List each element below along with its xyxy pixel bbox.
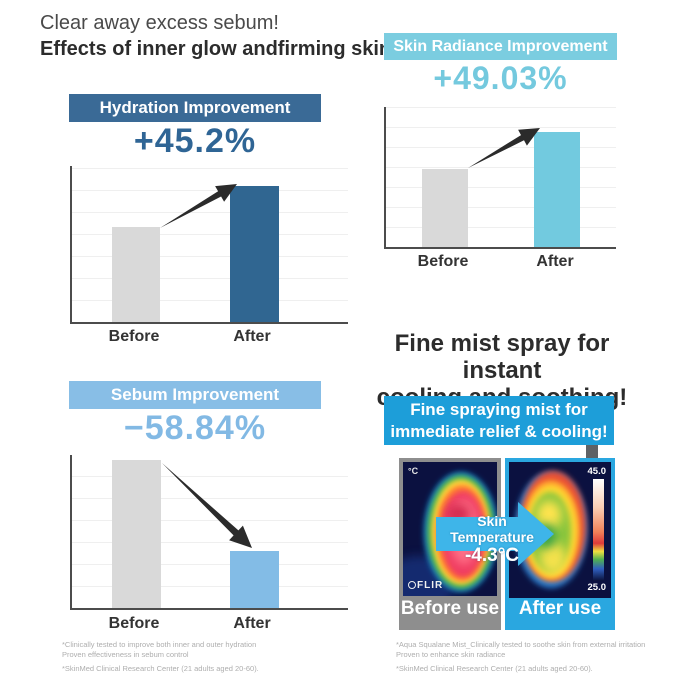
- skin-temperature-label: Skin Temperature: [450, 513, 534, 545]
- hydration-chart-title: Hydration Improvement: [69, 94, 321, 122]
- celsius-unit-label: °C: [408, 466, 419, 476]
- headline-left: Clear away excess sebum! Effects of inne…: [40, 10, 398, 62]
- footnote-line: Proven effectiveness in sebum control: [62, 649, 189, 659]
- sebum-after-bar: [230, 551, 279, 608]
- footnotes-left: *Clinically tested to improve both inner…: [62, 640, 259, 674]
- scale-min-label: 25.0: [587, 582, 607, 593]
- thermal-color-scale: [593, 479, 604, 581]
- footnotes-right: *Aqua Squalane Mist_Clinically tested to…: [396, 640, 645, 674]
- footnote-line: *SkinMed Clinical Research Center (21 ad…: [396, 664, 593, 673]
- footnote-line: *Clinically tested to improve both inner…: [62, 640, 257, 649]
- temperature-drop-text: Skin Temperature -4.3°C: [436, 513, 548, 566]
- footnote-line: *SkinMed Clinical Research Center (21 ad…: [62, 664, 259, 673]
- radiance-after-bar: [534, 132, 580, 247]
- hydration-before-label: Before: [108, 328, 160, 345]
- mist-banner-line2: immediate relief & cooling!: [390, 421, 608, 441]
- footnote-line: Proven to enhance skin radiance: [396, 649, 506, 659]
- radiance-bar-chart: [384, 107, 616, 249]
- increase-arrow-icon: [468, 128, 540, 168]
- radiance-before-bar: [422, 169, 468, 247]
- mist-banner: Fine spraying mist for immediate relief …: [384, 396, 614, 445]
- spray-nozzle-connector: [586, 440, 598, 460]
- after-use-label: After use: [518, 598, 602, 619]
- temperature-delta-value: -4.3°C: [464, 545, 520, 566]
- hydration-bar-chart: [70, 166, 348, 324]
- sebum-chart-title: Sebum Improvement: [69, 381, 321, 409]
- footnote-line: *Aqua Squalane Mist_Clinically tested to…: [396, 640, 646, 649]
- hydration-delta-value: +45.2%: [133, 122, 257, 160]
- headline-left-main: Effects of inner glow andfirming skin!: [40, 38, 398, 60]
- radiance-delta-value: +49.03%: [433, 60, 568, 96]
- sebum-after-label: After: [233, 615, 271, 632]
- right-arrow-icon: [436, 502, 554, 566]
- radiance-before-label: Before: [417, 253, 469, 270]
- headline-left-sub: Clear away excess sebum!: [40, 12, 279, 34]
- hydration-after-bar: [230, 186, 279, 322]
- sebum-bar-chart: [70, 455, 348, 610]
- hydration-before-bar: [112, 227, 160, 322]
- temperature-drop-callout: Skin Temperature -4.3°C: [436, 502, 554, 566]
- sebum-delta-value: −58.84%: [123, 409, 267, 447]
- before-use-label: Before use: [400, 598, 500, 619]
- hydration-after-label: After: [233, 328, 271, 345]
- radiance-after-label: After: [536, 253, 574, 270]
- sebum-before-bar: [112, 460, 161, 608]
- scale-max-label: 45.0: [587, 466, 607, 477]
- mist-banner-line1: Fine spraying mist for: [410, 399, 588, 419]
- thermal-before-panel: °C FLIR Before use: [399, 458, 501, 630]
- headline-right-line1: Fine mist spray for instant: [394, 330, 610, 384]
- radiance-chart-title: Skin Radiance Improvement: [384, 33, 617, 60]
- sebum-before-label: Before: [108, 615, 160, 632]
- flir-logo-icon: [408, 581, 416, 589]
- flir-logo: FLIR: [408, 580, 443, 591]
